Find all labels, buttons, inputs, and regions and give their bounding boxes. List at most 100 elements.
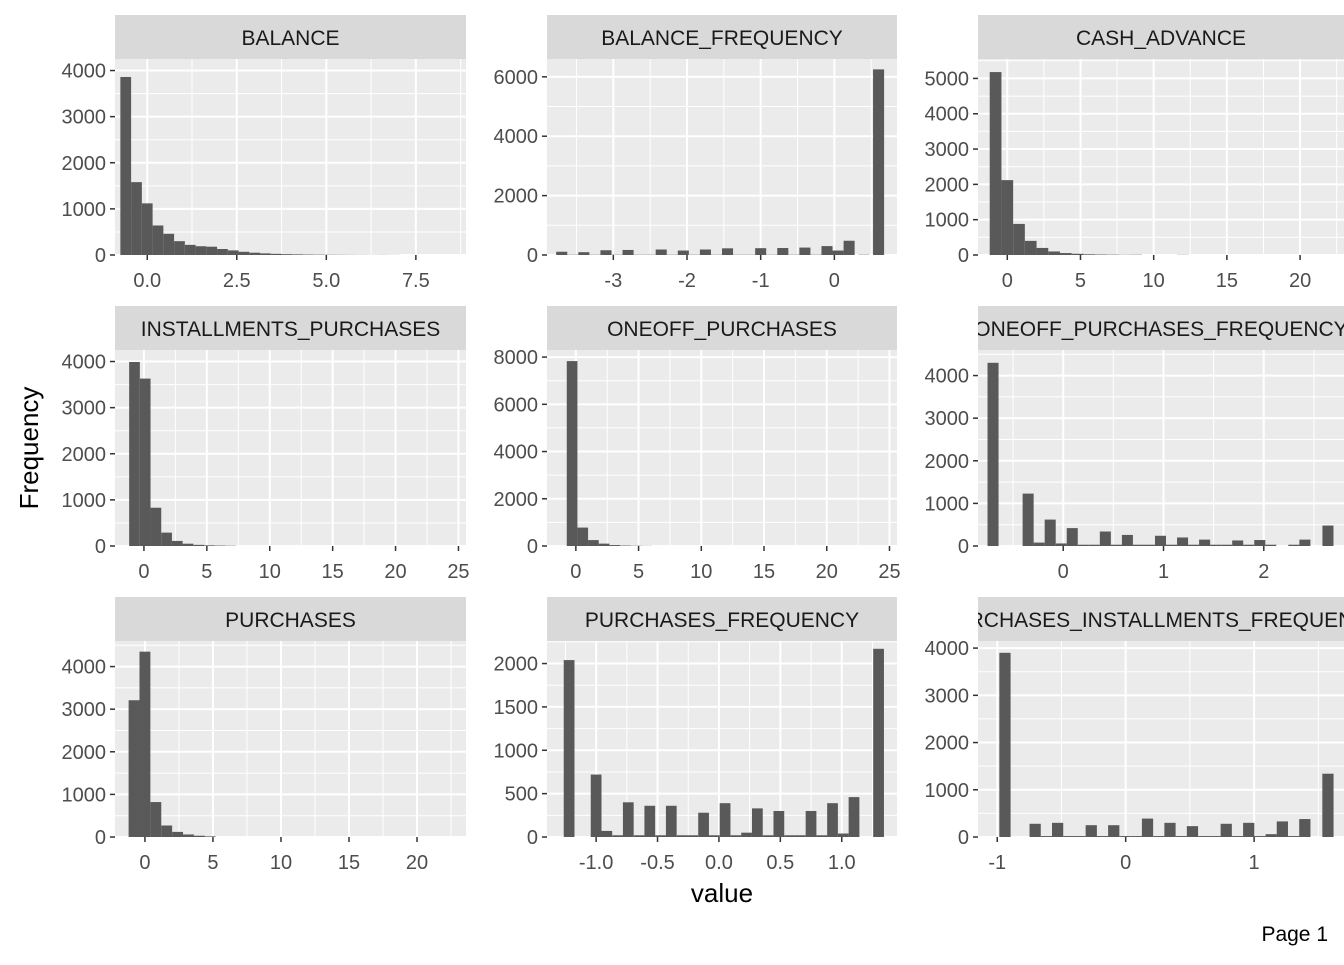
histogram-bar — [129, 362, 140, 546]
histogram-bar — [722, 248, 733, 255]
y-tick-label: 6000 — [494, 67, 539, 89]
y-tick-label: 2000 — [62, 153, 107, 175]
x-tick-label: 1.0 — [828, 852, 856, 874]
histogram-bar — [990, 72, 1002, 255]
x-tick-label: 5 — [1075, 270, 1086, 292]
histogram-bar — [763, 835, 774, 837]
histogram-bar — [600, 250, 611, 255]
x-tick-label: 0 — [1120, 852, 1131, 874]
histogram-bar — [784, 835, 795, 837]
histogram-bar — [1322, 774, 1333, 837]
y-tick-label: 2000 — [494, 489, 539, 511]
facet-title: BALANCE_FREQUENCY — [601, 27, 843, 50]
histogram-bar — [1052, 823, 1063, 837]
histogram-bar — [827, 803, 838, 837]
x-tick-label: 10 — [259, 561, 281, 583]
y-tick-label: 3000 — [62, 699, 107, 721]
y-tick-label: 1500 — [494, 697, 539, 719]
histogram-bar — [709, 835, 720, 837]
histogram-bar — [1048, 251, 1060, 255]
histogram-bar — [1037, 248, 1049, 255]
y-tick-label: 0 — [958, 536, 969, 558]
histogram-bar — [1176, 836, 1187, 837]
y-tick-label: 0 — [95, 536, 106, 558]
facet-purchases-installments-frequency: PURCHASES_INSTALLMENTS_FREQUENCY01000200… — [925, 597, 1344, 874]
x-tick-label: 15 — [1216, 270, 1238, 292]
x-tick-label: -3 — [604, 270, 622, 292]
x-tick-label: 0.5 — [766, 852, 794, 874]
histogram-bar — [228, 250, 239, 255]
y-tick-label: 3000 — [925, 685, 970, 707]
x-tick-label: 2 — [1258, 561, 1269, 583]
y-tick-label: 4000 — [925, 638, 970, 660]
histogram-bar — [687, 835, 698, 837]
histogram-bar — [205, 836, 216, 837]
histogram-bar — [1034, 543, 1045, 546]
y-tick-label: 3000 — [925, 408, 970, 430]
histogram-bar — [1299, 819, 1310, 837]
histogram-bar — [1266, 834, 1277, 837]
histogram-bar — [1299, 540, 1310, 546]
y-tick-label: 8000 — [494, 347, 539, 369]
facet-title: CASH_ADVANCE — [1076, 27, 1246, 50]
histogram-bar — [1041, 836, 1052, 837]
facet-title: PURCHASES — [225, 609, 356, 632]
histogram-bar — [1119, 836, 1130, 837]
x-tick-label: -1.0 — [579, 852, 613, 874]
histogram-bar — [161, 533, 172, 546]
histogram-bar — [204, 545, 215, 546]
histogram-bar — [1060, 253, 1072, 255]
facet-title: ONEOFF_PURCHASES — [607, 318, 837, 341]
facet-title: PURCHASES_INSTALLMENTS_FREQUENCY — [939, 609, 1344, 632]
histogram-bar — [120, 77, 131, 255]
histogram-bar — [677, 835, 688, 837]
y-axis-title: Frequency — [14, 387, 44, 510]
histogram-bar — [1001, 180, 1013, 255]
y-tick-label: 3000 — [62, 107, 107, 129]
y-tick-label: 4000 — [494, 126, 539, 148]
y-tick-label: 1000 — [62, 199, 107, 221]
y-tick-label: 2000 — [925, 733, 970, 755]
x-tick-label: 5 — [633, 561, 644, 583]
histogram-bar — [1198, 836, 1209, 837]
histogram-bar — [1131, 836, 1142, 837]
histogram-bar — [151, 508, 162, 546]
histogram-bar — [129, 700, 140, 837]
histogram-bar — [698, 813, 709, 837]
histogram-bar — [183, 544, 194, 546]
histogram-bar — [1025, 241, 1037, 255]
histogram-bar — [752, 808, 763, 837]
histogram-bar — [634, 835, 645, 837]
x-tick-label: 7.5 — [402, 270, 430, 292]
histogram-bar — [666, 806, 677, 837]
x-tick-label: 10 — [270, 852, 292, 874]
histogram-bar — [1063, 836, 1074, 837]
histogram-bar — [623, 802, 634, 837]
histogram-bar — [1166, 545, 1177, 546]
panel-background — [115, 59, 466, 255]
histogram-bar — [206, 247, 217, 255]
histogram-bar — [700, 250, 711, 255]
histogram-bar — [153, 225, 164, 255]
y-tick-label: 2000 — [494, 654, 539, 676]
histogram-bar — [806, 811, 817, 837]
histogram-bar — [185, 245, 196, 255]
histogram-bar — [217, 249, 228, 255]
panel-background — [115, 641, 466, 837]
y-tick-label: 1000 — [494, 740, 539, 762]
histogram-bar — [1288, 545, 1299, 546]
histogram-bar — [773, 811, 784, 837]
histogram-bar — [196, 246, 207, 255]
x-tick-label: 10 — [690, 561, 712, 583]
histogram-bar — [1111, 545, 1122, 546]
histogram-bar — [172, 541, 183, 546]
x-tick-label: 15 — [753, 561, 775, 583]
histogram-bar — [1288, 836, 1299, 837]
histogram-bar — [292, 254, 303, 255]
y-tick-label: 4000 — [925, 104, 970, 126]
histogram-bar — [1254, 540, 1265, 546]
histogram-bar — [183, 834, 194, 837]
x-tick-label: 25 — [878, 561, 900, 583]
histogram-bar — [567, 361, 578, 546]
